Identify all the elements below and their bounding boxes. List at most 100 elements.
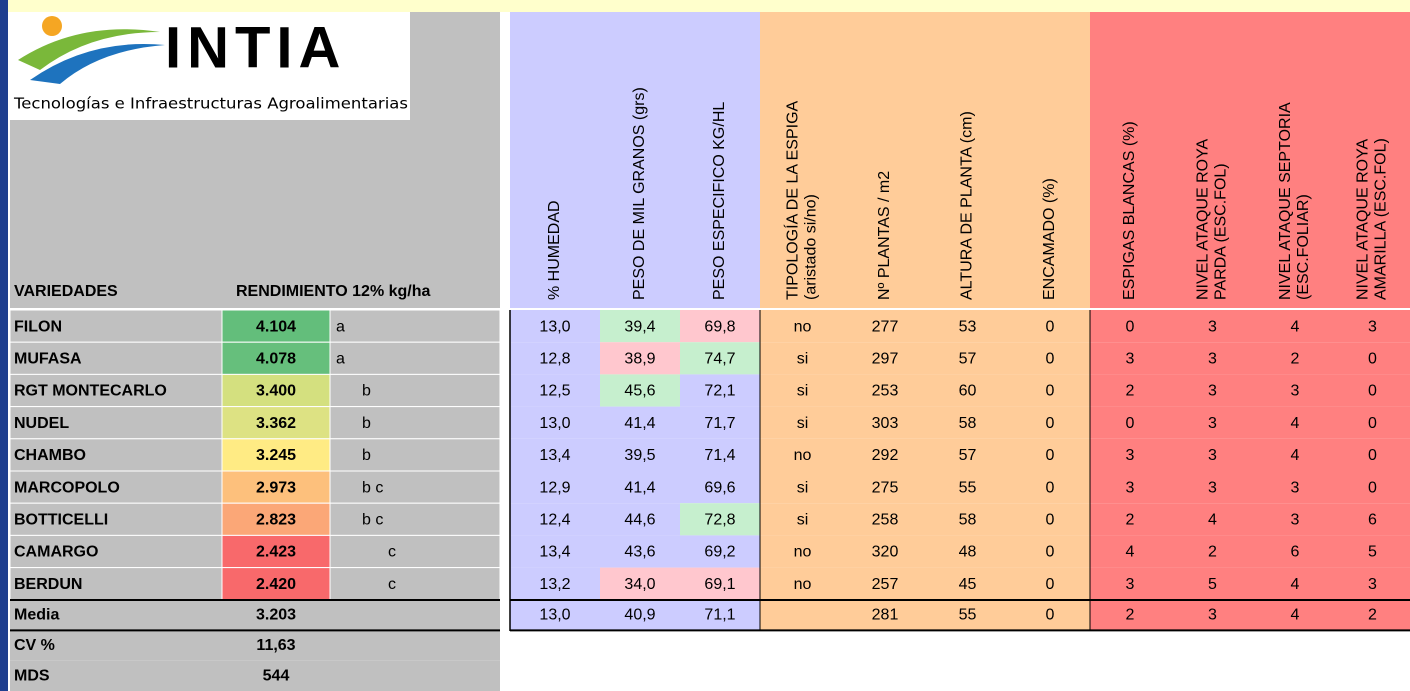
- data-cell: [925, 310, 1010, 343]
- data-cell: [1170, 342, 1255, 375]
- header-label: RENDIMIENTO 12% kg/ha: [236, 283, 431, 300]
- yield-value: 2.420: [256, 576, 296, 593]
- cell-value: 4: [1291, 415, 1300, 432]
- data-cell: [1090, 374, 1170, 407]
- cell-value: 0: [1046, 351, 1055, 368]
- data-cell: [600, 438, 680, 471]
- cell-value: 3: [1126, 447, 1135, 464]
- cell-value: 3: [1368, 318, 1377, 335]
- data-cell: [1255, 310, 1335, 343]
- logo-sun: [42, 16, 62, 36]
- summary-yield: 544: [263, 668, 290, 685]
- summary-cell: [760, 600, 845, 631]
- cell-value: 13,0: [539, 318, 570, 335]
- summary-left: [10, 630, 500, 661]
- header-bg: [1010, 12, 1090, 308]
- data-cell: [1255, 438, 1335, 471]
- group-letter: b: [362, 415, 371, 432]
- name-cell: [9, 406, 223, 440]
- data-cell: [1170, 310, 1255, 343]
- data-cell: [1170, 406, 1255, 439]
- cell-value: 277: [872, 318, 899, 335]
- yield-value: 2.823: [256, 512, 296, 529]
- cell-value: 13,4: [539, 447, 570, 464]
- yield-cell: [221, 502, 331, 536]
- cell-value: 4: [1208, 512, 1217, 529]
- cell-value: 0: [1046, 415, 1055, 432]
- yield-value: 3.362: [256, 415, 296, 432]
- header-bg: [1170, 12, 1255, 308]
- data-cell: [925, 406, 1010, 439]
- name-cell: [9, 309, 223, 343]
- data-cell: [1170, 567, 1255, 600]
- summary-value: 281: [872, 607, 899, 624]
- header-label: (aristado si/no): [803, 194, 820, 300]
- cell-value: no: [794, 447, 812, 464]
- data-cell: [600, 535, 680, 568]
- data-cell: [760, 471, 845, 504]
- yield-value: 4.104: [256, 318, 296, 335]
- yield-value: 2.973: [256, 479, 296, 496]
- letter-cell: [329, 502, 501, 536]
- data-cell: [845, 535, 925, 568]
- cell-value: 57: [959, 351, 977, 368]
- data-cell: [760, 503, 845, 536]
- variety-name: RGT MONTECARLO: [14, 383, 167, 400]
- data-cell: [1255, 374, 1335, 407]
- cell-value: si: [797, 479, 809, 496]
- data-cell: [1090, 438, 1170, 471]
- data-cell: [600, 310, 680, 343]
- cell-value: 2: [1208, 544, 1217, 561]
- name-cell: [9, 567, 223, 601]
- summary-label: MDS: [14, 668, 50, 685]
- header-label: NIVEL ATAQUE SEPTORIA: [1277, 102, 1294, 300]
- cell-value: 0: [1126, 318, 1135, 335]
- cell-value: 53: [959, 318, 977, 335]
- data-cell: [1090, 406, 1170, 439]
- summary-value: 55: [959, 607, 977, 624]
- data-cell: [1335, 374, 1410, 407]
- data-cell: [1090, 567, 1170, 600]
- variety-name: FILON: [14, 318, 62, 335]
- cell-value: 5: [1368, 544, 1377, 561]
- data-cell: [760, 342, 845, 375]
- data-cell: [845, 471, 925, 504]
- data-cell: [680, 406, 760, 439]
- cell-value: si: [797, 383, 809, 400]
- summary-yield: 3.203: [256, 607, 296, 624]
- cell-value: 4: [1291, 576, 1300, 593]
- yield-value: 3.400: [256, 383, 296, 400]
- summary-value: 4: [1291, 607, 1300, 624]
- data-cell: [510, 342, 600, 375]
- data-cell: [760, 567, 845, 600]
- header-label: PARDA (ESC.FOL): [1213, 163, 1230, 300]
- group-letter: c: [388, 576, 396, 593]
- data-cell: [510, 471, 600, 504]
- summary-cell: [845, 600, 925, 631]
- cell-value: 2: [1126, 512, 1135, 529]
- summary-value: 71,1: [704, 607, 735, 624]
- cell-value: 3: [1208, 447, 1217, 464]
- cell-value: 69,6: [704, 479, 735, 496]
- yield-cell: [221, 534, 331, 569]
- cell-value: 71,7: [704, 415, 735, 432]
- data-cell: [1335, 406, 1410, 439]
- summary-cell: [1090, 600, 1170, 631]
- summary-value: 2: [1126, 607, 1135, 624]
- header-label: NIVEL ATAQUE ROYA: [1355, 138, 1372, 300]
- data-cell: [1255, 471, 1335, 504]
- cell-value: si: [797, 512, 809, 529]
- name-cell: [9, 502, 223, 536]
- cell-value: 6: [1368, 512, 1377, 529]
- logo-subtitle: Tecnologías e Infraestructuras Agroalime…: [13, 95, 408, 113]
- cell-value: 12,8: [539, 351, 570, 368]
- cell-value: 3: [1126, 576, 1135, 593]
- data-cell: [680, 567, 760, 600]
- data-cell: [845, 374, 925, 407]
- cell-value: 72,1: [704, 383, 735, 400]
- cell-value: 69,8: [704, 318, 735, 335]
- cell-value: 4: [1291, 447, 1300, 464]
- group-letter: c: [388, 544, 396, 561]
- data-cell: [600, 471, 680, 504]
- cell-value: 3: [1208, 479, 1217, 496]
